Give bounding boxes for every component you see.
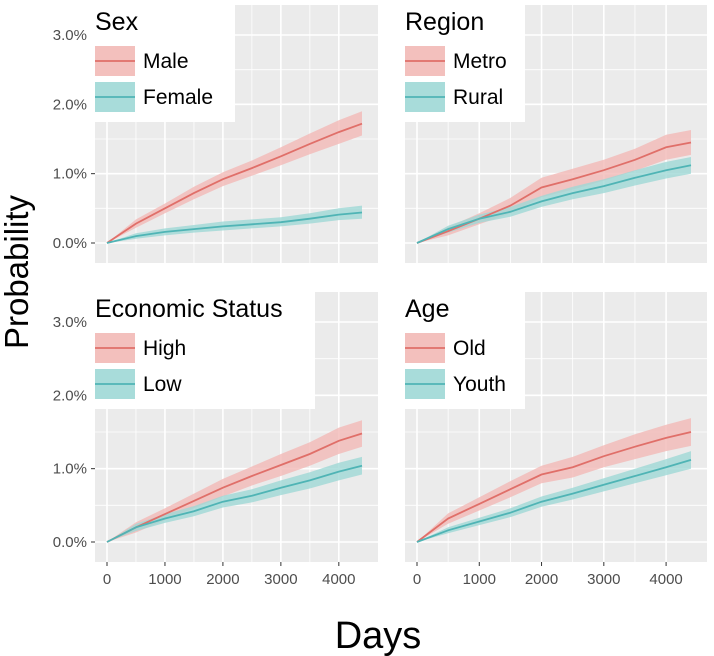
legend-label-youth: Youth bbox=[453, 373, 506, 396]
line-high bbox=[106, 432, 363, 543]
x-tick-label: 1000 bbox=[148, 571, 181, 588]
legend-economic-status: Economic Status High Low bbox=[87, 287, 315, 409]
legend-region: Region Metro Rural bbox=[397, 0, 525, 122]
line-rural bbox=[416, 164, 692, 244]
y-tick-label: 1.0% bbox=[53, 166, 87, 183]
x-tick-label: 3000 bbox=[587, 571, 620, 588]
band-male bbox=[107, 111, 362, 243]
legend-title: Economic Status bbox=[95, 295, 283, 323]
x-tick-label: 4000 bbox=[649, 571, 682, 588]
x-tick-label: 0 bbox=[413, 571, 421, 588]
legend-label-rural: Rural bbox=[453, 86, 503, 109]
y-tick-label: 1.0% bbox=[53, 461, 87, 478]
y-tick-label: 3.0% bbox=[53, 27, 87, 44]
legend-title: Age bbox=[405, 295, 449, 323]
legend-title: Sex bbox=[95, 8, 139, 36]
y-tick-label: 0.0% bbox=[53, 235, 87, 252]
y-tick-label: 0.0% bbox=[53, 534, 87, 551]
x-tick-label: 4000 bbox=[322, 571, 355, 588]
band-rural bbox=[417, 157, 691, 243]
legend-label-high: High bbox=[143, 337, 186, 360]
y-tick-label: 2.0% bbox=[53, 96, 87, 113]
y-axis-title: Probability bbox=[0, 194, 35, 349]
legend-label-metro: Metro bbox=[453, 50, 507, 73]
band-female bbox=[107, 205, 362, 243]
x-tick-label: 2000 bbox=[206, 571, 239, 588]
x-tick-label: 2000 bbox=[525, 571, 558, 588]
band-old bbox=[417, 418, 691, 542]
legend-label-low: Low bbox=[143, 373, 182, 396]
line-old bbox=[416, 431, 692, 543]
panel-economic-status: 0.0% 1.0% 2.0% 3.0% 0 1000 2000 3000 4000 Economi… bbox=[53, 287, 378, 588]
line-youth bbox=[416, 459, 692, 543]
line-low bbox=[106, 464, 363, 543]
line-female bbox=[106, 211, 363, 244]
panel-region: Region Metro Rural bbox=[397, 0, 707, 263]
line-metro bbox=[416, 141, 692, 244]
line-male bbox=[106, 122, 363, 244]
x-tick-label: 3000 bbox=[264, 571, 297, 588]
x-tick-label: 1000 bbox=[463, 571, 496, 588]
y-tick-label: 2.0% bbox=[53, 387, 87, 404]
legend-label-old: Old bbox=[453, 337, 486, 360]
y-tick-label: 3.0% bbox=[53, 314, 87, 331]
legend-label-female: Female bbox=[143, 86, 213, 109]
x-axis-title: Days bbox=[335, 615, 422, 656]
legend-title: Region bbox=[405, 8, 484, 36]
legend-label-male: Male bbox=[143, 50, 189, 73]
x-tick-label: 0 bbox=[103, 571, 111, 588]
